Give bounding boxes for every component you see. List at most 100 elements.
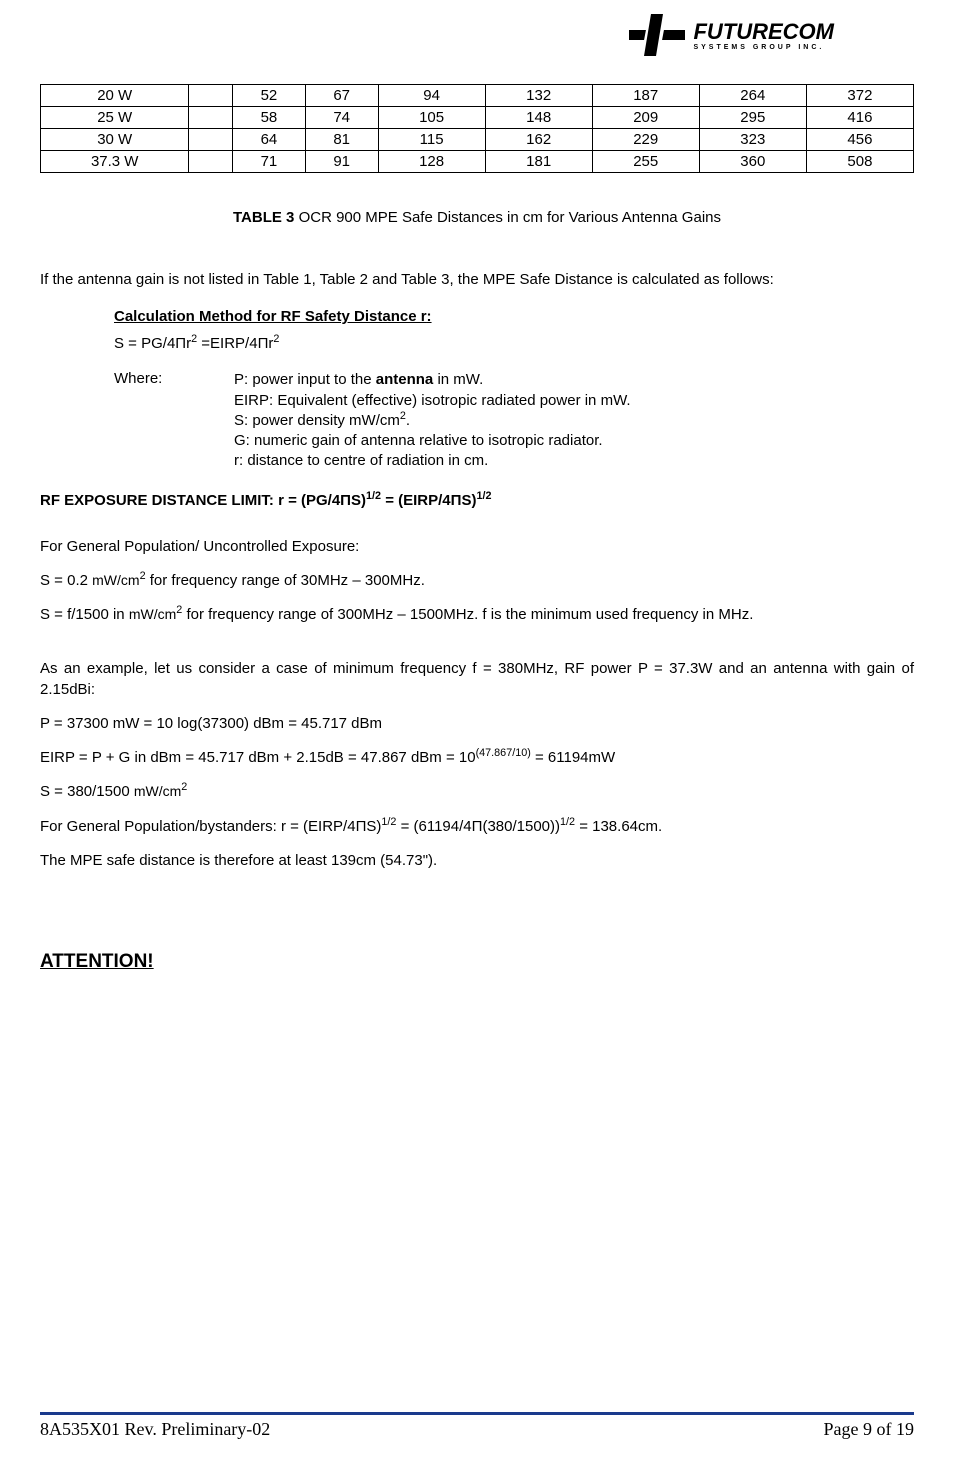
table-cell: 58: [233, 107, 306, 129]
def-s-pre: S: power density mW/cm: [234, 412, 400, 429]
sf-unit: mW/cm: [129, 606, 176, 622]
table-cell: 456: [806, 129, 913, 151]
table-cell: 20 W: [41, 85, 189, 107]
example-p: P = 37300 mW = 10 log(37300) dBm = 45.71…: [40, 714, 914, 734]
eirp-pre: EIRP = P + G in dBm = 45.717 dBm + 2.15d…: [40, 749, 476, 766]
calc-formula: S = PG/4Πr2 =EIRP/4Πr2: [114, 335, 914, 352]
table-cell: 372: [806, 85, 913, 107]
logo-mark: [629, 14, 685, 59]
logo-company-name: FUTURECOM: [693, 22, 834, 42]
ex-s-unit: mW/cm: [134, 783, 181, 799]
table-cell: 105: [378, 107, 485, 129]
where-block: Where: P: power input to the antenna in …: [114, 370, 914, 471]
attention-heading: ATTENTION!: [40, 951, 914, 973]
table-caption-text: OCR 900 MPE Safe Distances in cm for Var…: [294, 209, 721, 226]
table-row: 25 W 5874105148209295416: [41, 107, 914, 129]
table-cell: 508: [806, 151, 913, 173]
sup-half-c: 1/2: [381, 816, 396, 828]
s02-post: for frequency range of 30MHz – 300MHz.: [146, 572, 425, 589]
s02-pre: S = 0.2: [40, 572, 92, 589]
page-content: 20 W52679413218726437225 W58741051482092…: [40, 0, 914, 973]
def-p-bold: antenna: [376, 371, 434, 388]
eirp-exp: (47.867/10): [476, 747, 531, 759]
table-cell: 64: [233, 129, 306, 151]
table-cell: 148: [485, 107, 592, 129]
table-cell: 91: [305, 151, 378, 173]
footer-page-num: Page 9 of 19: [824, 1419, 914, 1440]
table-cell: 255: [592, 151, 699, 173]
table-cell: 187: [592, 85, 699, 107]
table-cell: 115: [378, 129, 485, 151]
table-cell: 181: [485, 151, 592, 173]
general-sf: S = f/1500 in mW/cm2 for frequency range…: [40, 605, 914, 625]
logo-tagline: SYSTEMS GROUP INC.: [693, 44, 834, 51]
example-conclusion: The MPE safe distance is therefore at le…: [40, 851, 914, 871]
example-eirp: EIRP = P + G in dBm = 45.717 dBm + 2.15d…: [40, 748, 914, 768]
rf-limit-mid: = (EIRP/4ΠS): [381, 492, 476, 509]
table-cell: 264: [699, 85, 806, 107]
calculation-block: Calculation Method for RF Safety Distanc…: [114, 308, 914, 471]
ex-s-pre: S = 380/1500: [40, 783, 134, 800]
where-label: Where:: [114, 370, 234, 471]
table-cell: 295: [699, 107, 806, 129]
intro-paragraph: If the antenna gain is not listed in Tab…: [40, 270, 914, 290]
def-p-pre: P: power input to the: [234, 371, 376, 388]
company-logo: FUTURECOM SYSTEMS GROUP INC.: [629, 14, 834, 59]
general-s02: S = 0.2 mW/cm2 for frequency range of 30…: [40, 571, 914, 591]
page-footer: 8A535X01 Rev. Preliminary-02 Page 9 of 1…: [40, 1412, 914, 1440]
table-cell: [189, 151, 233, 173]
table-cell: 71: [233, 151, 306, 173]
sup-half-d: 1/2: [560, 816, 575, 828]
table-cell: 162: [485, 129, 592, 151]
table-cell: 30 W: [41, 129, 189, 151]
table-row: 20 W526794132187264372: [41, 85, 914, 107]
formula-part1: S = PG/4Πr: [114, 335, 191, 352]
by-mid: = (61194/4Π(380/1500)): [396, 818, 560, 835]
by-pre: For General Population/bystanders: r = (…: [40, 818, 381, 835]
table-cell: 209: [592, 107, 699, 129]
table-label: TABLE 3: [233, 209, 294, 226]
table-cell: 323: [699, 129, 806, 151]
example-s: S = 380/1500 mW/cm2: [40, 782, 914, 802]
table-cell: 37.3 W: [41, 151, 189, 173]
sf-pre: S = f/1500 in: [40, 606, 129, 623]
rf-exposure-limit: RF EXPOSURE DISTANCE LIMIT: r = (PG/4ΠS)…: [40, 492, 914, 509]
table-cell: 229: [592, 129, 699, 151]
def-r: r: distance to centre of radiation in cm…: [234, 451, 914, 471]
def-p: P: power input to the antenna in mW.: [234, 370, 914, 390]
def-g: G: numeric gain of antenna relative to i…: [234, 431, 914, 451]
mpe-distance-table: 20 W52679413218726437225 W58741051482092…: [40, 84, 914, 173]
def-s: S: power density mW/cm2.: [234, 411, 914, 431]
example-intro: As an example, let us consider a case of…: [40, 659, 914, 700]
table-caption: TABLE 3 OCR 900 MPE Safe Distances in cm…: [40, 209, 914, 226]
logo-text-block: FUTURECOM SYSTEMS GROUP INC.: [693, 22, 834, 51]
table-row: 30 W 6481115162229323456: [41, 129, 914, 151]
table-cell: [189, 107, 233, 129]
table-cell: 81: [305, 129, 378, 151]
table-cell: 94: [378, 85, 485, 107]
def-s-post: .: [406, 412, 410, 429]
sup-half-b: 1/2: [476, 490, 491, 502]
calc-heading-text: Calculation Method for RF Safety Distanc…: [114, 308, 427, 325]
sup-2f: 2: [181, 781, 187, 793]
def-eirp: EIRP: Equivalent (effective) isotropic r…: [234, 391, 914, 411]
table-cell: 360: [699, 151, 806, 173]
formula-part2: =EIRP/4Πr: [197, 335, 273, 352]
table-cell: 74: [305, 107, 378, 129]
table-cell: 128: [378, 151, 485, 173]
footer-doc-ref: 8A535X01 Rev. Preliminary-02: [40, 1419, 270, 1440]
table-cell: [189, 129, 233, 151]
table-cell: 52: [233, 85, 306, 107]
sup-2b: 2: [273, 333, 279, 345]
by-post: = 138.64cm.: [575, 818, 662, 835]
table-cell: 25 W: [41, 107, 189, 129]
table-cell: 416: [806, 107, 913, 129]
def-p-post: in mW.: [433, 371, 483, 388]
general-heading: For General Population/ Uncontrolled Exp…: [40, 537, 914, 557]
sf-post: for frequency range of 300MHz – 1500MHz.…: [182, 606, 753, 623]
calc-heading: Calculation Method for RF Safety Distanc…: [114, 308, 914, 325]
s02-unit: mW/cm: [92, 572, 139, 588]
rf-limit-pre: RF EXPOSURE DISTANCE LIMIT: r = (PG/4ΠS): [40, 492, 366, 509]
example-bystanders: For General Population/bystanders: r = (…: [40, 817, 914, 837]
table-row: 37.3 W 7191128181255360508: [41, 151, 914, 173]
